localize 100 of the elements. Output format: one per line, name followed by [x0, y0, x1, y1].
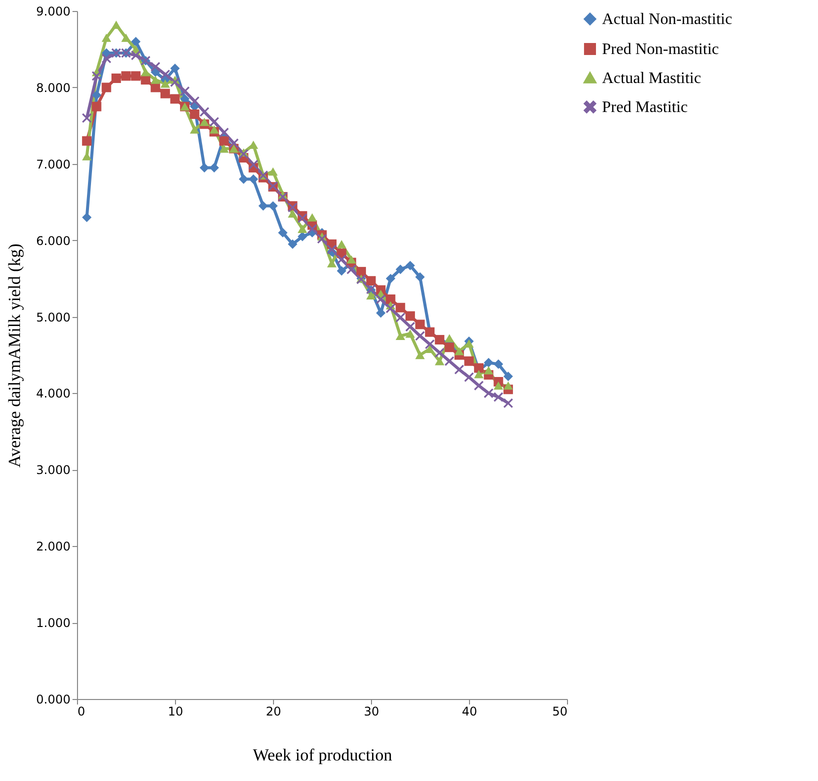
- y-tick-label: 5.000: [36, 310, 70, 324]
- point: [346, 255, 356, 264]
- point: [405, 260, 415, 270]
- x-axis-title: Week iof production: [252, 746, 393, 764]
- point: [336, 240, 346, 248]
- point: [82, 136, 92, 146]
- point: [415, 331, 425, 341]
- y-tick-label: 2.000: [36, 540, 70, 554]
- point: [219, 136, 229, 146]
- point: [92, 71, 102, 81]
- point: [180, 86, 190, 96]
- point: [366, 276, 376, 286]
- point: [415, 350, 425, 360]
- point: [405, 311, 415, 321]
- point: [503, 381, 513, 390]
- point: [200, 162, 210, 172]
- point: [219, 144, 229, 153]
- legend-label: Pred Non-mastitic: [602, 41, 719, 58]
- point: [434, 348, 444, 358]
- point: [494, 381, 504, 390]
- point: [200, 107, 210, 117]
- point: [102, 82, 112, 92]
- point: [160, 88, 170, 98]
- point: [396, 302, 406, 312]
- point: [248, 174, 258, 184]
- point: [209, 162, 219, 172]
- point: [92, 102, 102, 112]
- y-tick-label: 9.000: [36, 4, 70, 18]
- x-tick-label: 10: [168, 704, 184, 718]
- point: [454, 347, 464, 356]
- point: [425, 340, 435, 350]
- legend-label: Pred Mastitic: [602, 99, 688, 116]
- point: [484, 358, 494, 368]
- point: [474, 363, 484, 373]
- y-axis-title: Average dailymAMilk yield (kg): [5, 244, 24, 468]
- point: [336, 254, 346, 264]
- point: [396, 332, 406, 340]
- point: [229, 138, 239, 148]
- y-tick-label: 1.000: [36, 616, 70, 630]
- point: [307, 213, 317, 222]
- point: [200, 118, 210, 126]
- legend-label: Actual Non-mastitic: [602, 11, 732, 28]
- point: [209, 125, 219, 134]
- x-tick-label: 20: [266, 704, 282, 718]
- point: [307, 224, 317, 234]
- point: [238, 174, 248, 184]
- point: [386, 304, 396, 314]
- point: [386, 274, 396, 284]
- point: [454, 364, 464, 374]
- point: [444, 334, 454, 342]
- point: [160, 80, 170, 88]
- x-tick-label: 30: [364, 704, 380, 718]
- point: [444, 342, 454, 352]
- point: [209, 117, 219, 127]
- point: [121, 71, 131, 81]
- point: [248, 160, 258, 170]
- point: [150, 76, 160, 84]
- point: [415, 272, 425, 282]
- point: [102, 54, 112, 64]
- point: [150, 62, 160, 72]
- point: [425, 344, 435, 353]
- point: [503, 372, 513, 382]
- point: [190, 125, 200, 134]
- point: [346, 264, 356, 274]
- point: [82, 212, 92, 222]
- y-tick-label: 8.000: [36, 80, 70, 95]
- point: [503, 398, 513, 408]
- point: [336, 266, 346, 276]
- point: [494, 392, 504, 402]
- y-tick-label: 7.000: [36, 157, 70, 172]
- point: [327, 259, 337, 268]
- point: [82, 113, 92, 123]
- y-tick-label: 3.000: [36, 463, 70, 478]
- point: [464, 372, 474, 382]
- point: [405, 329, 415, 338]
- point: [464, 356, 474, 366]
- point: [111, 20, 121, 29]
- point: [474, 370, 484, 378]
- point: [278, 228, 288, 238]
- point: [298, 224, 308, 233]
- point: [131, 71, 141, 81]
- point: [121, 34, 131, 42]
- point: [415, 320, 425, 330]
- point: [376, 308, 386, 318]
- point: [160, 70, 170, 80]
- point: [140, 68, 150, 76]
- point: [484, 366, 494, 374]
- point: [298, 232, 308, 242]
- point: [92, 90, 102, 100]
- point: [170, 94, 180, 104]
- point: [484, 388, 494, 398]
- x-tick-label: 50: [552, 704, 568, 718]
- point: [396, 312, 406, 322]
- y-tick-label: 4.000: [36, 386, 70, 401]
- point: [219, 128, 229, 138]
- x-tick-label: 40: [462, 704, 478, 718]
- point: [268, 167, 278, 176]
- point: [82, 152, 92, 160]
- point: [434, 357, 444, 366]
- x-tick-label: 0: [78, 704, 86, 718]
